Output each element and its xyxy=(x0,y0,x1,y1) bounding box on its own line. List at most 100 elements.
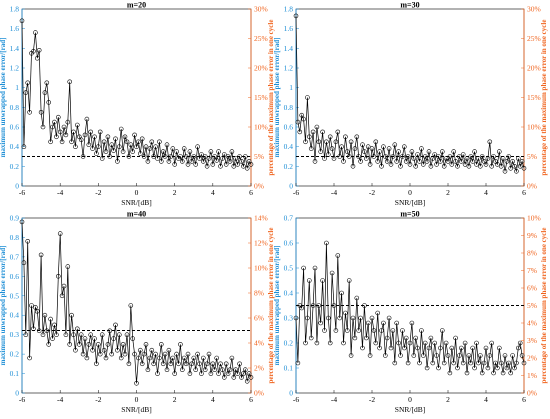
data-point xyxy=(420,162,426,167)
data-point xyxy=(132,351,137,357)
y-right-tick-label: 30% xyxy=(254,5,268,14)
data-point xyxy=(54,332,59,338)
data-point xyxy=(363,156,369,161)
y-right-tick-label: 6% xyxy=(527,284,537,293)
data-point xyxy=(436,365,441,371)
data-point xyxy=(52,322,57,328)
data-point xyxy=(343,134,348,140)
data-point xyxy=(138,347,143,353)
data-point xyxy=(141,154,147,159)
y-right-tick-label: 25% xyxy=(527,34,541,43)
data-point xyxy=(510,159,515,164)
data-point xyxy=(462,340,468,346)
y-tick-label: 0.6 xyxy=(284,123,294,132)
y-right-tick-label: 14% xyxy=(254,214,268,223)
data-point xyxy=(301,116,306,122)
data-point xyxy=(464,370,470,376)
data-point xyxy=(61,124,67,130)
data-point xyxy=(331,303,337,308)
data-point xyxy=(434,162,439,167)
data-point xyxy=(382,353,388,358)
data-point xyxy=(405,360,411,366)
x-tick-label: 0 xyxy=(408,188,412,197)
data-point xyxy=(521,360,527,366)
data-point xyxy=(54,134,59,140)
data-point xyxy=(344,149,350,154)
data-point xyxy=(191,154,197,159)
data-point xyxy=(96,144,101,149)
data-point xyxy=(314,124,320,130)
data-point xyxy=(162,351,168,357)
data-point xyxy=(40,332,46,338)
data-point xyxy=(115,347,120,353)
data-point xyxy=(168,154,174,159)
data-point xyxy=(293,13,299,19)
y-right-axis-label: percentage of the maximum phase error in… xyxy=(540,20,548,176)
data-point xyxy=(384,159,390,164)
x-tick-label: 2 xyxy=(173,395,177,404)
data-point xyxy=(172,162,177,167)
data-point xyxy=(367,162,373,167)
data-point xyxy=(202,367,208,373)
data-point xyxy=(508,166,514,171)
data-point xyxy=(208,371,214,376)
data-point xyxy=(325,152,331,157)
data-point xyxy=(367,353,373,358)
data-point xyxy=(489,164,495,169)
data-point xyxy=(38,110,44,115)
x-tick-label: -2 xyxy=(369,395,375,404)
data-point xyxy=(139,361,145,367)
data-point xyxy=(515,345,521,351)
data-point xyxy=(36,47,42,53)
data-point xyxy=(476,156,481,161)
data-point xyxy=(329,270,335,276)
x-tick-label: -6 xyxy=(19,395,25,404)
data-point xyxy=(145,367,151,373)
data-point xyxy=(118,126,124,132)
data-point xyxy=(312,265,318,271)
data-point xyxy=(78,137,84,143)
data-point xyxy=(204,164,210,169)
data-point xyxy=(474,162,479,167)
data-point xyxy=(299,112,305,118)
data-point xyxy=(134,144,139,149)
data-point xyxy=(352,146,358,151)
data-point xyxy=(126,154,132,159)
data-point xyxy=(458,345,464,351)
x-tick-label: -2 xyxy=(95,188,101,197)
data-point xyxy=(235,371,240,376)
data-point xyxy=(483,162,489,167)
data-point xyxy=(365,144,371,149)
data-point xyxy=(506,154,512,159)
data-point xyxy=(455,164,460,169)
data-point xyxy=(201,159,206,164)
data-point xyxy=(23,332,29,338)
data-point xyxy=(335,253,341,258)
data-point xyxy=(445,159,451,164)
data-point xyxy=(210,162,216,167)
data-point xyxy=(512,365,517,371)
y-tick-label: 0.5 xyxy=(10,291,20,300)
data-point xyxy=(451,360,457,366)
data-point xyxy=(183,154,189,159)
data-point xyxy=(487,139,493,145)
data-point xyxy=(210,361,216,367)
data-point xyxy=(92,134,97,140)
data-point xyxy=(222,152,227,157)
y-tick-label: 0.5 xyxy=(284,264,294,273)
data-point xyxy=(218,164,223,169)
data-point xyxy=(329,146,335,151)
data-point xyxy=(470,345,476,351)
data-point xyxy=(199,152,204,157)
data-point xyxy=(320,278,325,283)
data-point xyxy=(136,355,141,361)
data-point xyxy=(377,149,382,154)
data-point xyxy=(337,315,343,321)
data-point xyxy=(390,328,396,333)
data-point xyxy=(147,355,153,361)
data-point xyxy=(23,90,29,95)
x-tick-label: -4 xyxy=(57,395,63,404)
data-point xyxy=(248,162,254,167)
data-point xyxy=(468,360,474,366)
